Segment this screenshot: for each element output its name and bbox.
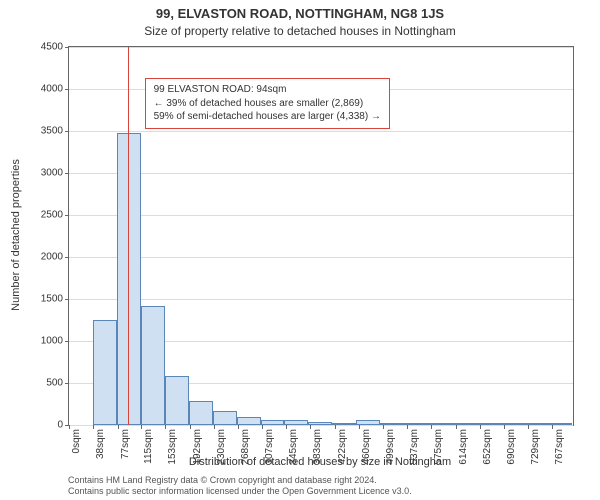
x-tick-label: 38sqm [95,429,106,459]
y-gridline [69,173,573,174]
histogram-bar [213,411,237,425]
x-tick [238,425,239,429]
y-tick-label: 2500 [41,210,63,221]
y-tick-label: 0 [57,420,63,431]
y-tick-label: 4000 [41,84,63,95]
histogram-bar [141,306,165,425]
y-tick-label: 2000 [41,252,63,263]
y-tick [65,383,69,384]
x-tick [359,425,360,429]
x-tick [118,425,119,429]
annotation-line-1: 99 ELVASTON ROAD: 94sqm [154,83,381,97]
y-axis-title: Number of detached properties [8,46,24,424]
histogram-bar [165,376,189,425]
x-tick [214,425,215,429]
y-tick-label: 3000 [41,168,63,179]
y-tick [65,89,69,90]
y-gridline [69,131,573,132]
page-subtitle: Size of property relative to detached ho… [0,24,600,38]
y-gridline [69,257,573,258]
annotation-line-3: 59% of semi-detached houses are larger (… [154,110,381,124]
y-tick [65,47,69,48]
y-tick [65,257,69,258]
x-tick-label: 77sqm [120,429,131,459]
histogram-bar [261,420,285,425]
y-tick-label: 500 [46,378,63,389]
y-gridline [69,299,573,300]
x-tick [93,425,94,429]
x-tick [335,425,336,429]
y-tick-label: 1000 [41,336,63,347]
x-tick [190,425,191,429]
histogram-bar [356,420,380,425]
y-tick [65,215,69,216]
credits-line-2: Contains public sector information licen… [68,486,412,497]
histogram-bar [308,422,332,425]
x-tick [480,425,481,429]
x-tick-label: 0sqm [71,429,82,453]
y-gridline [69,215,573,216]
x-axis-title: Distribution of detached houses by size … [68,456,572,468]
annotation-box: 99 ELVASTON ROAD: 94sqm← 39% of detached… [145,78,390,129]
y-tick [65,341,69,342]
y-tick-label: 3500 [41,126,63,137]
chart-plot-area: 05001000150020002500300035004000450099 E… [68,46,574,426]
histogram-bar [93,320,117,425]
y-gridline [69,47,573,48]
histogram-bar [332,423,356,425]
annotation-line-2: ← 39% of detached houses are smaller (2,… [154,97,381,111]
x-tick [504,425,505,429]
x-tick [456,425,457,429]
histogram-bar [189,401,213,425]
property-marker-line [128,47,129,425]
y-tick [65,173,69,174]
y-tick-label: 1500 [41,294,63,305]
x-tick [69,425,70,429]
y-tick [65,299,69,300]
y-tick-label: 4500 [41,42,63,53]
credits-line-1: Contains HM Land Registry data © Crown c… [68,475,412,486]
histogram-bar [284,420,308,425]
y-tick [65,131,69,132]
y-gridline [69,425,573,426]
page-title: 99, ELVASTON ROAD, NOTTINGHAM, NG8 1JS [0,6,600,21]
credits: Contains HM Land Registry data © Crown c… [68,475,412,498]
histogram-bar [237,417,261,425]
